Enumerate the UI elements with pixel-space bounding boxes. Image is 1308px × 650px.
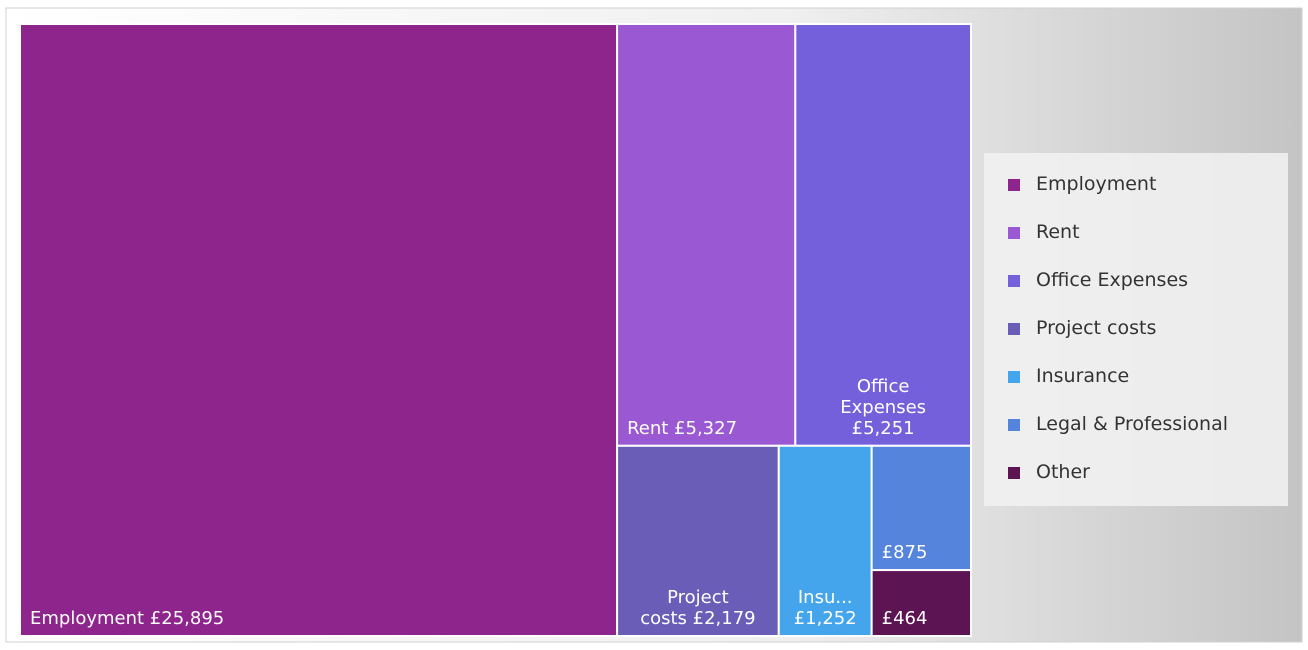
- legend-label: Office Expenses: [1036, 269, 1188, 291]
- treemap-cell: [777, 444, 873, 637]
- legend-label: Employment: [1036, 173, 1156, 195]
- legend-label: Project costs: [1036, 317, 1156, 339]
- legend-label: Other: [1036, 461, 1090, 483]
- data-label: Employment £25,895: [30, 608, 224, 629]
- legend-box: [984, 153, 1288, 506]
- treemap-cell: [870, 444, 972, 572]
- legend-swatch: [1008, 371, 1020, 383]
- treemap-cell: [616, 23, 797, 447]
- legend-swatch: [1008, 179, 1020, 191]
- legend-swatch: [1008, 467, 1020, 479]
- legend-label: Legal & Professional: [1036, 413, 1228, 435]
- data-label: Rent £5,327: [627, 418, 737, 439]
- data-label: Insu... £1,252: [794, 587, 857, 629]
- legend-swatch: [1008, 227, 1020, 239]
- legend-label: Insurance: [1036, 365, 1129, 387]
- data-label: Office Expenses £5,251: [840, 376, 926, 439]
- legend-swatch: [1008, 275, 1020, 287]
- data-label: £875: [882, 542, 928, 563]
- legend-swatch: [1008, 419, 1020, 431]
- treemap-cell: [19, 23, 619, 637]
- legend-swatch: [1008, 323, 1020, 335]
- treemap-cell: [870, 569, 972, 637]
- data-label: £464: [882, 608, 928, 629]
- legend-label: Rent: [1036, 221, 1080, 243]
- data-label: Project costs £2,179: [640, 587, 755, 629]
- treemap-cell: [616, 444, 780, 637]
- treemap-cell: [794, 23, 973, 447]
